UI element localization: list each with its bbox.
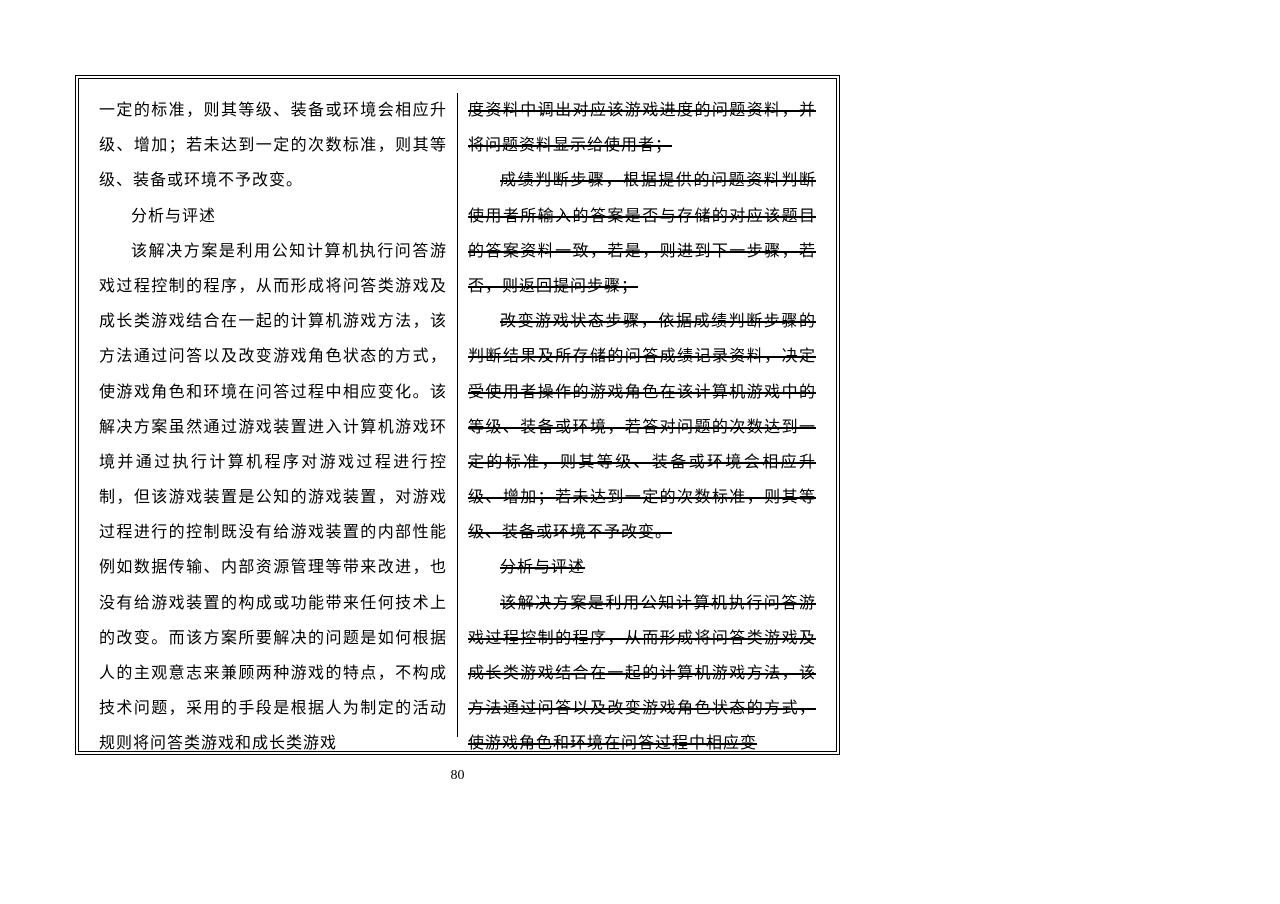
right-column: 度资料中调出对应该游戏进度的问题资料，并将问题资料显示给使用者； 成绩判断步骤，…	[457, 93, 816, 737]
left-column: 一定的标准，则其等级、装备或环境会相应升级、增加；若未达到一定的次数标准，则其等…	[99, 93, 457, 737]
left-continuation-text: 一定的标准，则其等级、装备或环境会相应升级、增加；若未达到一定的次数标准，则其等…	[99, 93, 447, 199]
document-frame: 一定的标准，则其等级、装备或环境会相应升级、增加；若未达到一定的次数标准，则其等…	[75, 75, 840, 755]
right-heading: 分析与评述	[468, 550, 816, 585]
left-paragraph: 该解决方案是利用公知计算机执行问答游戏过程控制的程序，从而形成将问答类游戏及成长…	[99, 234, 447, 762]
right-paragraph-4: 该解决方案是利用公知计算机执行问答游戏过程控制的程序，从而形成将问答类游戏及成长…	[468, 586, 816, 762]
page-number: 80	[75, 768, 840, 784]
right-continuation-text: 度资料中调出对应该游戏进度的问题资料，并将问题资料显示给使用者；	[468, 93, 816, 163]
right-paragraph-2: 成绩判断步骤，根据提供的问题资料判断使用者所输入的答案是否与存储的对应该题目的答…	[468, 163, 816, 304]
right-paragraph-3: 改变游戏状态步骤，依据成绩判断步骤的判断结果及所存储的问答成绩记录资料，决定受使…	[468, 304, 816, 550]
left-heading: 分析与评述	[99, 199, 447, 234]
